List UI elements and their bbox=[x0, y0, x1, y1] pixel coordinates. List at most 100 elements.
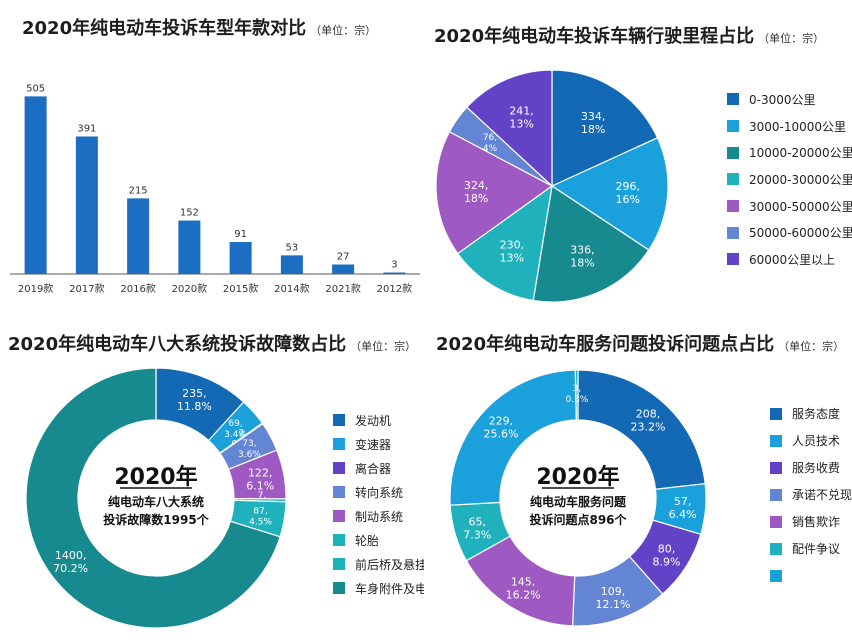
slice-percent-label: 16.2% bbox=[506, 588, 541, 601]
bar-value-label: 391 bbox=[77, 123, 96, 134]
bar-chart: 505 2019款 391 2017款 215 2016款 152 2020款 91 2015款 5… bbox=[10, 83, 420, 295]
slice-percent-label: 7.3% bbox=[463, 528, 491, 541]
slice-value-label: 73, bbox=[242, 439, 256, 449]
bar-value-label: 215 bbox=[129, 185, 148, 196]
mileage-panel: 2020年纯电动车投诉车辆行驶里程占比 （单位：宗） 334, 18% 296, 16%… bbox=[424, 0, 852, 312]
unit-text: （单位：宗） bbox=[310, 24, 377, 37]
legend-item: 10000-20000公里 bbox=[727, 139, 852, 166]
center-year: 2020年 bbox=[114, 464, 197, 490]
slice-value-label: 229, bbox=[489, 415, 514, 428]
slice-value-label: 69, bbox=[228, 419, 242, 429]
legend-swatch bbox=[770, 434, 782, 447]
title-text: 2020年纯电动车投诉车辆行驶里程占比 bbox=[434, 26, 755, 47]
bar-value-label: 27 bbox=[337, 252, 350, 263]
legend-item: 轮胎 bbox=[333, 528, 424, 552]
slice-percent-label: 16% bbox=[616, 193, 640, 206]
slice-value-label: 235, bbox=[182, 387, 207, 400]
legend-label: 制动系统 bbox=[355, 509, 404, 524]
legend-swatch bbox=[770, 569, 782, 582]
systems-legend: 发动机变速器离合器转向系统制动系统轮胎前后桥及悬挂车身附件及电器 bbox=[333, 408, 424, 600]
slice-percent-label: 4.5% bbox=[249, 518, 272, 528]
service-panel: 2020年纯电动车服务问题投诉问题点占比 （单位：宗） 208, 23.2% 57, 6… bbox=[424, 312, 852, 640]
mileage-legend: 0-3000公里 3000-10000公里 10000-20000公里 20000-3… bbox=[727, 86, 852, 273]
slice-percent-label: 70.2% bbox=[53, 562, 88, 575]
pie-slice bbox=[532, 184, 650, 303]
legend-label: 30000-50000公里 bbox=[749, 199, 852, 214]
center-line1: 纯电动车服务问题 bbox=[530, 494, 627, 509]
legend-label: 50000-60000公里 bbox=[749, 226, 852, 241]
mileage-chart-title: 2020年纯电动车投诉车辆行驶里程占比 （单位：宗） bbox=[434, 22, 824, 48]
unit-text: （单位：宗） bbox=[778, 340, 845, 353]
legend-swatch bbox=[333, 414, 345, 426]
legend-label: 离合器 bbox=[355, 461, 392, 476]
legend-item: 车身附件及电器 bbox=[333, 576, 424, 600]
legend-item: 承诺不兑现 bbox=[770, 481, 852, 508]
slice-value-label: 241, bbox=[509, 104, 534, 117]
legend-label: 转向系统 bbox=[355, 485, 404, 500]
legend-label: 承诺不兑现 bbox=[792, 488, 852, 502]
pie-slice bbox=[574, 369, 579, 421]
legend-swatch bbox=[727, 93, 739, 106]
slice-percent-label: 3.4% bbox=[224, 430, 247, 440]
systems-donut-chart: 235,11.8%69,3.4%2,0.1%73,3.6%122,6.1%7,0… bbox=[25, 367, 287, 629]
legend-item: 变速器 bbox=[333, 432, 424, 456]
legend-swatch bbox=[727, 120, 739, 133]
unit-text: （单位：宗） bbox=[350, 340, 417, 353]
slice-percent-label: 3.6% bbox=[238, 450, 261, 460]
slice-value-label: 336, bbox=[570, 244, 595, 257]
slice-percent-label: 23.2% bbox=[630, 421, 665, 434]
slice-percent-label: 0.3% bbox=[565, 395, 588, 405]
bar-value-label: 91 bbox=[234, 229, 247, 240]
bar bbox=[383, 272, 406, 274]
legend-swatch bbox=[770, 488, 782, 501]
center-line2: 投诉问题点896个 bbox=[529, 512, 627, 527]
unit-text: （单位：宗） bbox=[758, 32, 825, 45]
legend-label: 3000-10000公里 bbox=[749, 119, 847, 134]
legend-label: 轮胎 bbox=[355, 533, 380, 548]
legend-swatch bbox=[770, 461, 782, 474]
slice-value-label: 145, bbox=[511, 575, 536, 588]
center-line1: 纯电动车八大系统 bbox=[108, 494, 204, 509]
slice-percent-label: 4% bbox=[483, 144, 498, 154]
slice-percent-label: 8.9% bbox=[653, 555, 681, 568]
slice-value-label: 324, bbox=[464, 179, 489, 192]
legend-swatch bbox=[770, 515, 782, 528]
legend-swatch bbox=[727, 253, 739, 266]
slice-value-label: 109, bbox=[601, 585, 626, 598]
legend-swatch bbox=[727, 173, 739, 186]
x-tick-label: 2020款 bbox=[172, 282, 207, 295]
bar bbox=[127, 198, 150, 274]
legend-label: 20000-30000公里 bbox=[749, 172, 852, 187]
slice-value-label: 65, bbox=[468, 515, 486, 528]
x-tick-label: 2017款 bbox=[69, 282, 104, 295]
slice-value-label: 7, bbox=[258, 491, 267, 501]
bar bbox=[24, 96, 47, 275]
legend-label: 10000-20000公里 bbox=[749, 146, 852, 161]
x-tick-label: 2014款 bbox=[274, 282, 309, 295]
slice-value-label: 208, bbox=[636, 408, 661, 421]
slice-value-label: 87, bbox=[253, 507, 267, 517]
slice-value-label: 334, bbox=[581, 110, 606, 123]
title-text: 2020年纯电动车投诉车型年款对比 bbox=[22, 18, 307, 39]
legend-swatch bbox=[333, 462, 345, 474]
bar bbox=[229, 241, 252, 274]
legend-swatch bbox=[333, 558, 345, 570]
x-tick-label: 2015款 bbox=[223, 282, 258, 295]
legend-item: 销售欺诈 bbox=[770, 508, 852, 535]
legend-label: 变速器 bbox=[355, 437, 392, 452]
legend-swatch bbox=[333, 510, 345, 522]
legend-item: 前后桥及悬挂 bbox=[333, 552, 424, 576]
slice-percent-label: 12.1% bbox=[596, 598, 631, 611]
bar bbox=[332, 264, 355, 274]
slice-percent-label: 18% bbox=[581, 123, 605, 136]
legend-swatch bbox=[727, 146, 739, 159]
legend-item: 50000-60000公里 bbox=[727, 219, 852, 246]
legend-item: 离合器 bbox=[333, 456, 424, 480]
bar-value-label: 505 bbox=[26, 83, 45, 94]
bar-panel: 2020年纯电动车投诉车型年款对比 （单位：宗） 505 2019款 391 2017款… bbox=[0, 0, 424, 312]
bar-value-label: 3 bbox=[391, 260, 397, 271]
legend-item: 发动机 bbox=[333, 408, 424, 432]
legend-label: 服务态度 bbox=[792, 407, 841, 421]
legend-swatch bbox=[770, 407, 782, 420]
slice-value-label: 57, bbox=[674, 495, 692, 508]
